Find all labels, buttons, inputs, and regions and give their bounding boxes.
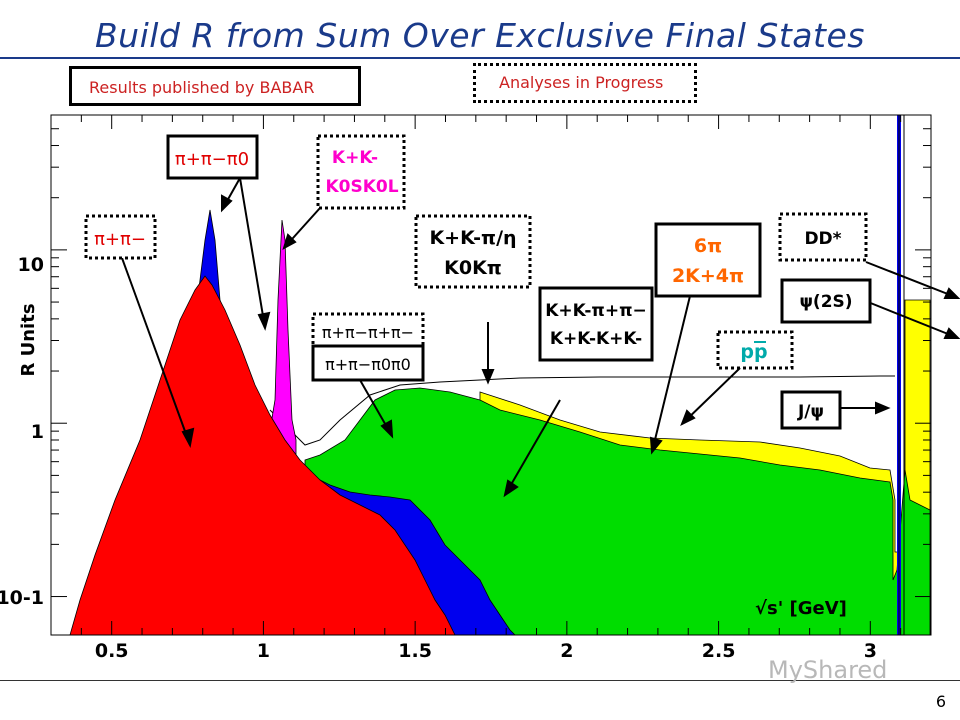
label-fourpi-1: π+π−π+π− [322,323,414,342]
x-tick-label: 1 [257,640,270,662]
title-underline [0,57,960,59]
arrow-dd [865,261,959,299]
label-pipipi0: π+π−π0 [175,149,249,170]
label-kk-2: K0SK0L [325,177,398,197]
stacked-areas [69,115,931,635]
box-sixpi [654,222,762,298]
label-kkpi-1: K+K-π/η [429,227,516,249]
x-tick-label: 0.5 [95,640,129,662]
arrow-kkpi-head [481,369,495,385]
box-ppbar [716,330,794,370]
arrow-sixpi [651,295,691,453]
box-kkpi [414,214,532,289]
box-fourpi-2 [311,344,425,382]
y-tick-label-10: 10 [18,254,44,276]
arrow-fourpi-head [380,419,394,439]
box-kk [316,134,406,210]
total-envelope-line [269,375,895,446]
x-tick-label: 3 [864,640,877,662]
box-kkpipi [538,286,654,362]
box-jpsi [780,390,842,430]
y-tick-label-0.1: 10-1 [0,587,44,609]
box-psi2s [780,278,872,324]
legend-published-text: Results published by BABAR [89,78,315,97]
x-tick-label: 1.5 [398,640,432,662]
arrow-pipipi0-b [239,177,266,329]
arrow-jpsi-head [875,401,891,415]
arrow-pipipi0-b-head [257,311,271,331]
label-ppbar: pp [740,341,767,363]
arrow-psi2s-head [943,327,960,339]
label-fourpi-2: π+π−π0π0 [325,355,411,374]
arrow-kkpipi-head [503,479,519,498]
label-boxes: π+π− π+π−π0 K+K- K0SK0L K+K-π/η K0Kπ π+π… [84,134,872,430]
watermark: MyShared [768,656,888,684]
label-sixpi-2: 2K+4π [672,265,744,287]
arrow-pipi-head [181,427,195,448]
legend-in-progress-text: Analyses in Progress [499,73,664,92]
label-pipi: π+π− [94,229,146,250]
box-dd [778,212,868,262]
label-sixpi-1: 6π [694,235,722,257]
x-tick-label: 2.5 [702,640,736,662]
label-psi2s: ψ(2S) [799,292,852,312]
slide-title: Build R from Sum Over Exclusive Final St… [95,16,865,55]
box-pipipi0 [166,134,259,180]
arrow-dd-head [943,287,960,299]
label-kkpipi-1: K+K-π+π− [545,301,647,321]
label-kk-1: K+K- [332,148,378,168]
x-tick-labels: 0.5 1 1.5 2 2.5 3 [95,640,877,662]
arrow-pipipi0-a-head [221,194,233,213]
legend-in-progress-box: Analyses in Progress [473,63,697,103]
area-pipi [69,275,456,635]
arrow-psi2s [867,301,959,339]
page-number: 6 [935,692,946,711]
y-tick-labels: 10 1 10-1 [0,254,44,609]
arrow-sixpi-head [649,436,663,455]
plot-frame [50,114,932,636]
footer-rule [0,680,960,681]
x-axis-label: √s' [GeV] [755,598,847,619]
label-dd: DD* [804,229,841,249]
arrow-pipi [121,257,191,446]
annotation-arrows [121,177,960,498]
arrow-kk-head [282,233,297,251]
legend-published-box: Results published by BABAR [69,66,361,106]
box-pipi [84,214,157,260]
arrow-kkpipi [504,399,561,496]
arrow-ppbar-head [680,409,696,427]
label-jpsi: J/ψ [797,402,824,422]
label-kkpipi-2: K+K-K+K- [550,329,642,349]
y-axis-label: R Units [18,303,39,376]
axis-ticks [50,114,932,635]
label-kkpi-2: K0Kπ [444,257,502,279]
x-tick-label: 2 [560,640,573,662]
y-tick-label-1: 1 [31,421,44,443]
